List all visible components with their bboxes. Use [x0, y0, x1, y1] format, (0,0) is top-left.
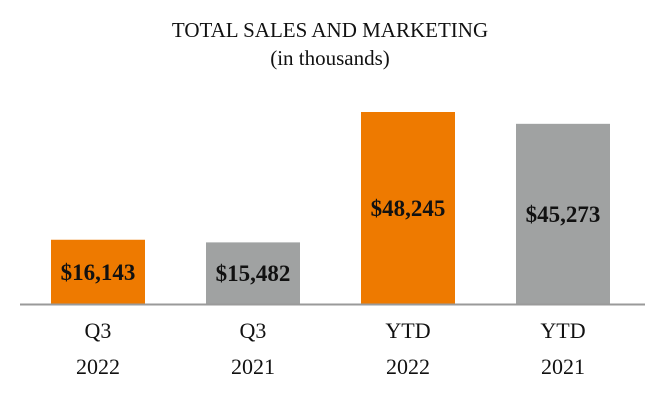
- chart-title: TOTAL SALES AND MARKETING: [171, 18, 489, 42]
- x-tick-label: YTD: [540, 318, 585, 343]
- x-tick-label: 2021: [231, 354, 275, 379]
- bar: [361, 112, 455, 304]
- x-tick-label: Q3: [85, 318, 112, 343]
- data-label: $15,482: [216, 261, 291, 286]
- bar: [51, 239, 145, 304]
- bar: [206, 242, 300, 304]
- x-tick-label: YTD: [385, 318, 430, 343]
- bar: [516, 123, 610, 304]
- x-tick-label: 2022: [76, 354, 120, 379]
- data-label: $48,245: [371, 196, 446, 221]
- x-tick-label: Q3: [240, 318, 267, 343]
- data-label: $45,273: [526, 202, 601, 227]
- x-tick-label: 2021: [541, 354, 585, 379]
- chart-subtitle: (in thousands): [270, 46, 390, 70]
- x-tick-label: 2022: [386, 354, 430, 379]
- data-label: $16,143: [61, 260, 136, 285]
